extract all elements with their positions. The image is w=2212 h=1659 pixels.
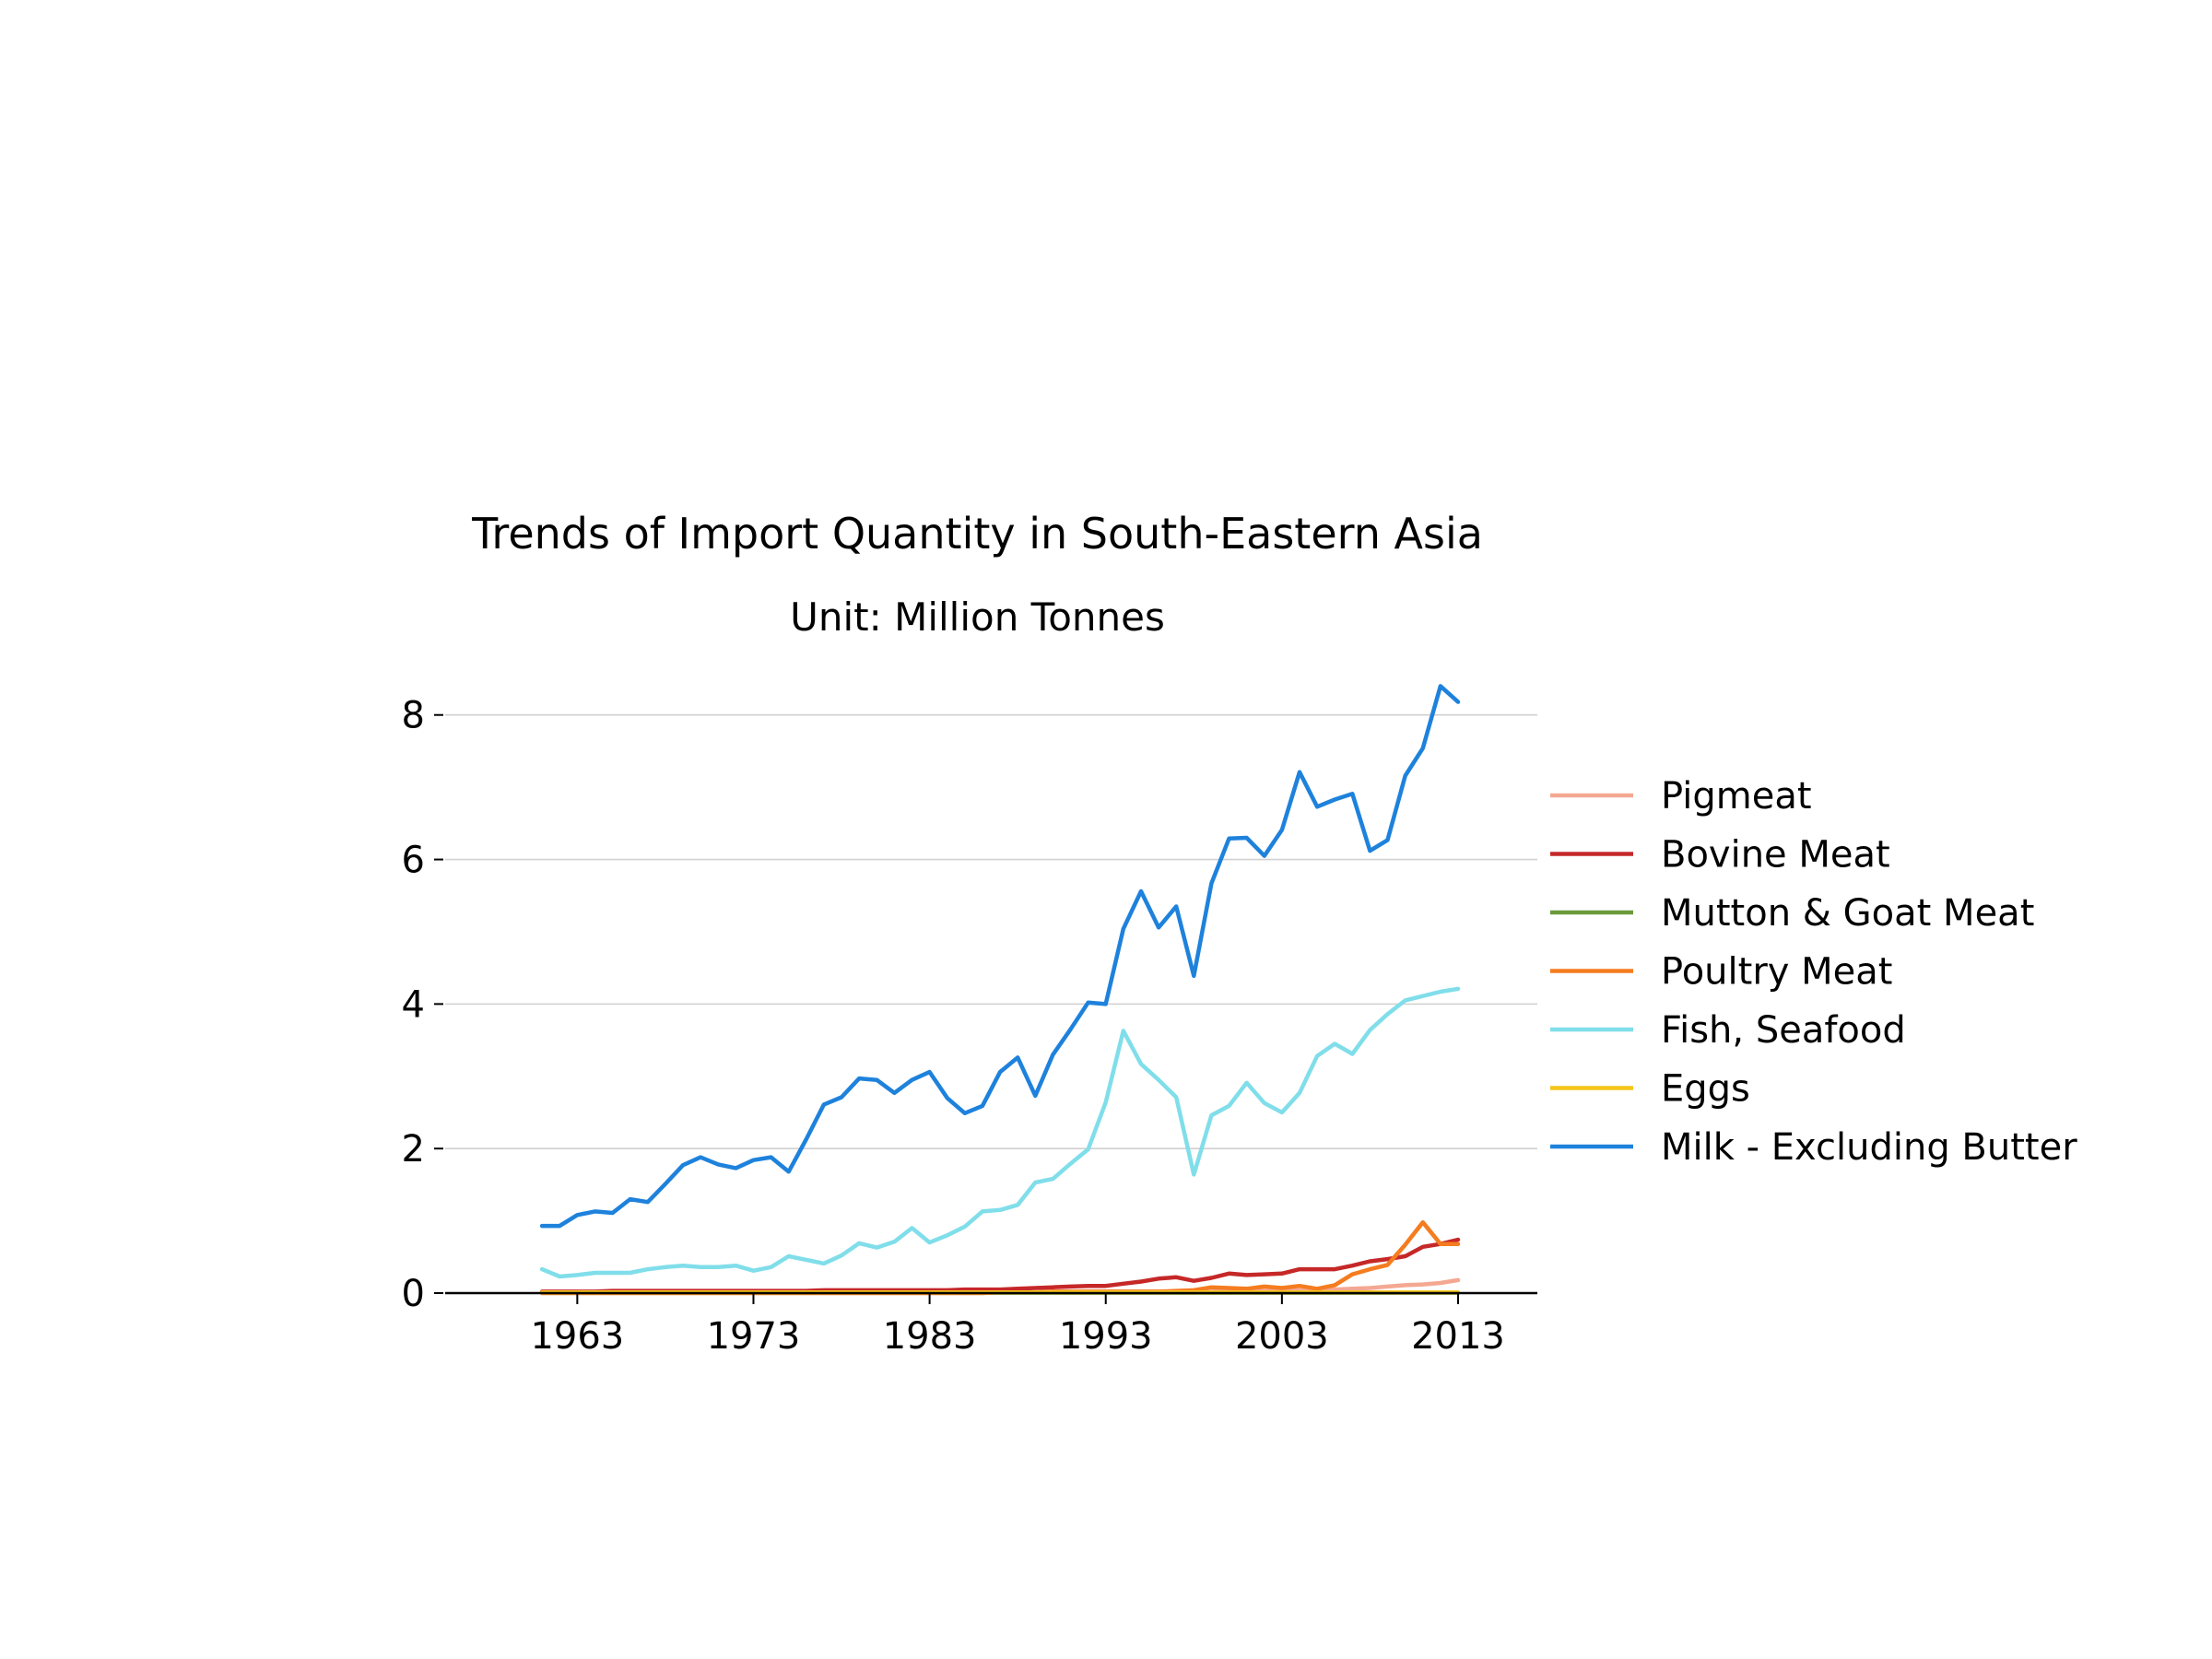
x-tick-label: 1973 [707,1315,801,1358]
x-tick-label: 2013 [1411,1315,1505,1358]
x-tick-label: 2003 [1235,1315,1329,1358]
legend-label: Eggs [1661,1068,1750,1111]
series-line-poultry-meat [539,1219,1461,1296]
gridlines [445,713,1537,1149]
y-tick-label: 2 [402,1128,425,1171]
legend-label: Poultry Meat [1661,951,1892,994]
chart-subtitle: Unit: Million Tonnes [790,594,1165,640]
legend-label: Milk - Excluding Butter [1661,1126,2077,1169]
legend-label: Mutton & Goat Meat [1661,892,2034,935]
legend-label: Pigmeat [1661,775,1812,818]
series-lines [539,684,1461,1296]
legend: Pigmeat Bovine Meat Mutton & Goat Meat Poul… [1550,775,2077,1169]
x-tick-label: 1993 [1059,1315,1153,1358]
y-tick-label: 8 [402,695,425,737]
legend-label: Bovine Meat [1661,834,1890,877]
y-tick-label: 0 [402,1273,425,1315]
y-tick-label: 6 [402,840,425,882]
y-tick-label: 4 [402,983,425,1026]
series-line-milk-excluding-butter [539,684,1461,1229]
series-line-fish-seafood [539,986,1461,1279]
x-tick-label: 1983 [883,1315,977,1358]
axes: 0 2 4 6 8 1963 1973 1983 1993 2003 2013 [402,695,1537,1358]
legend-label: Fish, Seafood [1661,1009,1906,1052]
x-tick-label: 1963 [530,1315,624,1358]
chart-title: Trends of Import Quantity in South-Easte… [472,509,1483,559]
